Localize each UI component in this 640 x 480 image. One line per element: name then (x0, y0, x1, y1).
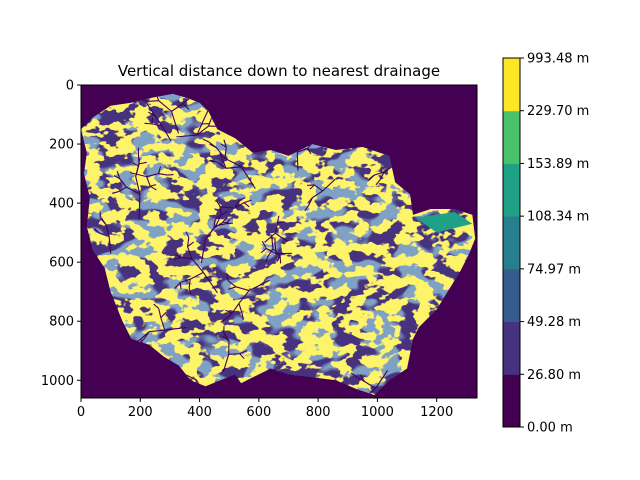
colorbar-segment (503, 163, 520, 217)
colorbar-segment (503, 58, 520, 112)
colorbar-segment (503, 268, 520, 323)
chart-title: Vertical distance down to nearest draina… (118, 62, 440, 80)
colorbar-frame (502, 57, 521, 428)
y-tick-label: 1000 (41, 374, 74, 389)
colorbar-segment (503, 374, 520, 428)
y-tick-label: 600 (49, 256, 74, 271)
x-tick-label: 1200 (420, 405, 453, 420)
y-tick-label: 200 (49, 138, 74, 153)
x-tick-label: 800 (306, 405, 331, 420)
y-tick-label: 0 (66, 79, 74, 94)
teal-patch (415, 211, 473, 233)
x-tick-label: 200 (128, 405, 153, 420)
x-tick-label: 600 (246, 405, 271, 420)
x-tick-label: 1000 (361, 405, 394, 420)
x-tick-label: 0 (77, 405, 85, 420)
colorbar-segment (503, 110, 520, 164)
colorbar-tick-label: 108.34 m (527, 210, 589, 225)
colorbar-tick-label: 0.00 m (527, 421, 573, 436)
colorbar-segment (503, 216, 520, 270)
colorbar-segment (503, 321, 520, 375)
colorbar-tick-label: 74.97 m (527, 262, 581, 277)
plot-frame (80, 84, 478, 399)
colorbar-tick-label: 993.48 m (527, 52, 589, 67)
colorbar: 0.00 m 26.80 m 49.28 m 74.97 m 108.34 m 153.8… (502, 52, 589, 436)
x-axis: 0 200 400 600 800 1000 1200 (77, 398, 453, 420)
colorbar-tick-label: 153.89 m (527, 157, 589, 172)
colorbar-tick-label: 229.70 m (527, 104, 589, 119)
colorbar-tick-label: 49.28 m (527, 315, 581, 330)
colorbar-tick-label: 26.80 m (527, 368, 581, 383)
x-tick-label: 400 (187, 405, 212, 420)
y-axis: 0 200 400 600 800 1000 (41, 79, 81, 389)
y-tick-label: 400 (49, 197, 74, 212)
plot-area (80, 84, 478, 399)
y-tick-label: 800 (49, 315, 74, 330)
